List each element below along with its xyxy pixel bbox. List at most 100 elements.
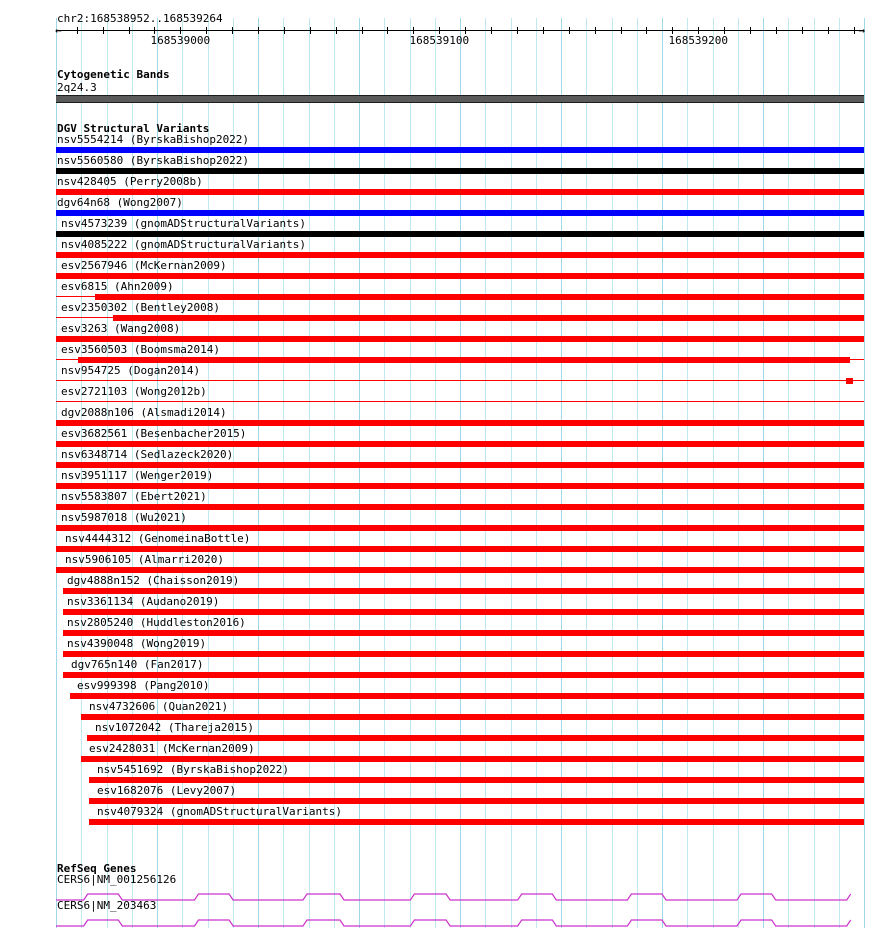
dgv-variant-bar[interactable] [81,714,864,720]
dgv-variant-row[interactable]: nsv954725 (Dogan2014) [0,365,890,386]
ruler-tick-label: 168539100 [409,34,470,47]
dgv-variant-row[interactable]: esv2350302 (Bentley2008) [0,302,890,323]
dgv-variant-bar[interactable] [846,378,853,384]
dgv-variant-row[interactable]: nsv4390048 (Wong2019) [0,638,890,659]
dgv-variant-bar[interactable] [95,294,864,300]
dgv-variant-bar[interactable] [56,546,864,552]
dgv-variant-row[interactable]: nsv4732606 (Quan2021) [0,701,890,722]
ruler-tick [232,27,234,34]
dgv-variant-bar[interactable] [89,798,864,804]
dgv-variant-row[interactable]: nsv6348714 (Sedlazeck2020) [0,449,890,470]
dgv-variant-bar[interactable] [113,315,864,321]
dgv-variant-row[interactable]: nsv5987018 (Wu2021) [0,512,890,533]
dgv-variant-row[interactable]: esv2428031 (McKernan2009) [0,743,890,764]
dgv-variant-bar[interactable] [70,693,864,699]
ruler-right-arrow-icon[interactable]: → [858,24,865,37]
dgv-variant-bar[interactable] [56,420,864,426]
dgv-variant-bar[interactable] [56,273,864,279]
dgv-variant-row[interactable]: dgv4888n152 (Chaisson2019) [0,575,890,596]
dgv-variant-row[interactable]: dgv64n68 (Wong2007) [0,197,890,218]
dgv-variant-bar[interactable] [56,210,864,216]
dgv-variant-bar[interactable] [56,147,864,153]
dgv-variant-label: esv6815 (Ahn2009) [61,280,174,293]
ruler-tick [361,27,363,34]
dgv-variant-row[interactable]: esv1682076 (Levy2007) [0,785,890,806]
dgv-variant-label: esv2567946 (McKernan2009) [61,259,227,272]
dgv-variant-label: esv3682561 (Besenbacher2015) [61,427,247,440]
dgv-variant-bar[interactable] [56,189,864,195]
dgv-variant-row[interactable]: nsv5554214 (ByrskaBishop2022) [0,134,890,155]
dgv-variant-row[interactable]: esv3560503 (Boomsma2014) [0,344,890,365]
dgv-variant-bar[interactable] [56,231,864,237]
dgv-variant-label: esv1682076 (Levy2007) [97,784,237,797]
ruler-tick [283,27,285,34]
dgv-variant-row[interactable]: nsv5583807 (Ebert2021) [0,491,890,512]
dgv-variant-row[interactable]: nsv4444312 (GenomeinaBottle) [0,533,890,554]
dgv-variant-label: dgv64n68 (Wong2007) [57,196,183,209]
ruler-tick [76,27,78,34]
dgv-variant-row[interactable]: dgv2088n106 (Alsmadi2014) [0,407,890,428]
dgv-variant-row[interactable]: nsv3951117 (Wenger2019) [0,470,890,491]
dgv-variant-row[interactable]: nsv5906105 (Almarri2020) [0,554,890,575]
dgv-variant-bar[interactable] [63,588,864,594]
dgv-variant-label: dgv765n140 (Fan2017) [71,658,204,671]
ruler-tick [206,27,208,34]
dgv-variant-bar[interactable] [56,441,864,447]
ruler-tick [594,27,596,34]
dgv-variant-label: nsv4079324 (gnomADStructuralVariants) [97,805,343,818]
dgv-variant-label: esv2428031 (McKernan2009) [89,742,255,755]
ruler-tick [491,27,493,34]
ruler-tick [387,27,389,34]
dgv-variant-bar[interactable] [81,756,864,762]
dgv-variant-bar[interactable] [56,525,864,531]
dgv-variant-bar[interactable] [56,567,864,573]
dgv-variant-row[interactable]: nsv4085222 (gnomADStructuralVariants) [0,239,890,260]
dgv-variant-row[interactable]: nsv2805240 (Huddleston2016) [0,617,890,638]
dgv-variant-label: nsv5583807 (Ebert2021) [61,490,207,503]
dgv-variant-row[interactable]: esv3263 (Wang2008) [0,323,890,344]
dgv-variant-bar[interactable] [56,462,864,468]
dgv-variant-row[interactable]: nsv3361134 (Audano2019) [0,596,890,617]
dgv-variant-bar[interactable] [89,819,864,825]
dgv-variant-row[interactable]: esv2567946 (McKernan2009) [0,260,890,281]
dgv-variant-bar[interactable] [78,357,850,363]
dgv-variant-row[interactable]: esv2721103 (Wong2012b) [0,386,890,407]
dgv-variant-bar[interactable] [56,336,864,342]
dgv-variant-row[interactable]: dgv765n140 (Fan2017) [0,659,890,680]
cytoband-section-title: Cytogenetic Bands [57,68,170,81]
dgv-variant-label: nsv4085222 (gnomADStructuralVariants) [61,238,307,251]
dgv-variant-bar[interactable] [63,609,864,615]
refseq-transcript-label: CERS6|NM_203463 [57,899,157,912]
coordinate-ruler[interactable]: ← → [55,25,865,36]
dgv-variant-row[interactable]: esv3682561 (Besenbacher2015) [0,428,890,449]
dgv-variant-row[interactable]: esv6815 (Ahn2009) [0,281,890,302]
ruler-tick [750,27,752,34]
cytoband-bar[interactable] [56,95,864,103]
dgv-variant-row[interactable]: nsv5560580 (ByrskaBishop2022) [0,155,890,176]
dgv-variant-bar[interactable] [56,483,864,489]
dgv-variant-label: nsv4444312 (GenomeinaBottle) [65,532,251,545]
dgv-variant-label: nsv5560580 (ByrskaBishop2022) [57,154,250,167]
dgv-variant-row[interactable]: nsv5451692 (ByrskaBishop2022) [0,764,890,785]
ruler-tick [465,27,467,34]
dgv-variant-bar[interactable] [63,651,864,657]
dgv-variant-label: esv2721103 (Wong2012b) [61,385,207,398]
dgv-variant-bar[interactable] [87,735,864,741]
dgv-variant-bar[interactable] [63,630,864,636]
dgv-variant-row[interactable]: nsv1072042 (Thareja2015) [0,722,890,743]
dgv-variant-bar[interactable] [63,672,864,678]
dgv-variant-row[interactable]: nsv4573239 (gnomADStructuralVariants) [0,218,890,239]
dgv-variant-bar[interactable] [56,504,864,510]
dgv-variant-bar[interactable] [89,777,864,783]
ruler-tick [542,27,544,34]
dgv-variant-label: nsv3951117 (Wenger2019) [61,469,214,482]
dgv-variant-row[interactable]: nsv4079324 (gnomADStructuralVariants) [0,806,890,827]
dgv-variant-label: nsv3361134 (Audano2019) [67,595,220,608]
dgv-variant-row[interactable]: nsv428405 (Perry2008b) [0,176,890,197]
ruler-tick [128,27,130,34]
dgv-variant-row[interactable]: esv999398 (Pang2010) [0,680,890,701]
ruler-left-arrow-icon[interactable]: ← [55,24,62,37]
dgv-variant-label: esv3263 (Wang2008) [61,322,181,335]
dgv-variant-bar[interactable] [56,252,864,258]
dgv-variant-bar[interactable] [56,168,864,174]
